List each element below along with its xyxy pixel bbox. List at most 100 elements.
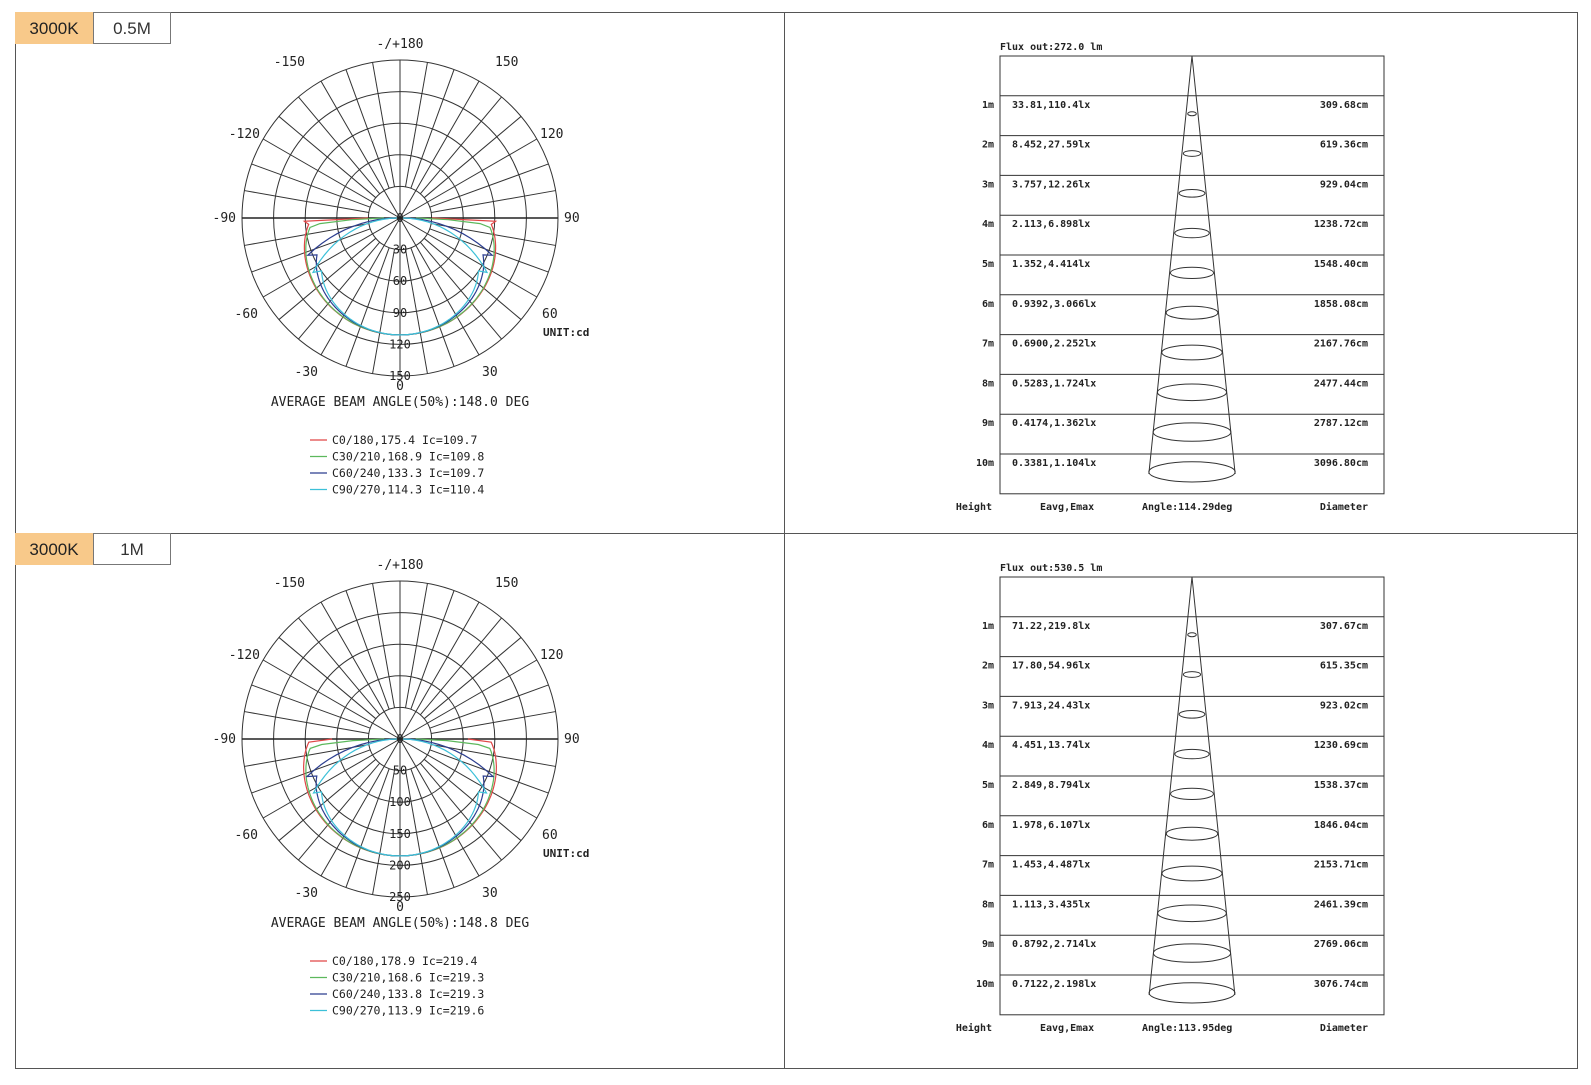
height-label: 2m [982,661,994,672]
angle-label: -150 [274,576,305,591]
cone-edge-left [1148,576,1193,995]
beam-angle-label: AVERAGE BEAM ANGLE(50%):148.0 DEG [271,395,529,410]
illuminance-ellipse [1182,150,1202,157]
grid-spoke [262,217,401,298]
height-label: 7m [982,339,994,350]
grid-spoke [298,96,381,195]
diameter-value: 1548.40cm [1314,259,1368,270]
height-label: 4m [982,740,994,751]
grid-spoke [345,69,390,189]
cone-edge-right [1191,576,1236,995]
series-curve-C90-270 [312,738,488,857]
height-label: 5m [982,259,994,270]
angle-label: 120 [540,127,563,142]
grid-spoke [244,190,369,214]
grid-spoke [431,711,556,735]
angle-label: 90 [564,732,580,747]
grid-spoke [423,237,522,320]
eavg-emax-value: 71.22,219.8lx [1012,621,1090,632]
unit-label: UNIT:cd [543,847,589,860]
radial-tick-label: 150 [389,369,411,383]
grid-spoke [345,590,390,710]
eavg-emax-value: 0.8792,2.714lx [1012,939,1096,950]
illuminance-ellipse [1156,383,1228,402]
footer-angle: Angle:113.95deg [1142,1023,1232,1034]
polar-candela-chart: -/+180 150 -150 120 -120 90 -90 60 -60 30 -30 0 0 30 6… [213,37,590,497]
angle-label: 30 [482,365,498,380]
legend-entry: C90/270,114.3 Ic=110.4 [332,483,484,497]
illuminance-ellipse [1157,904,1227,923]
polar-candela-chart: -/+180 150 -150 120 -120 90 -90 60 -60 30 -30 0 0 50 1… [213,558,590,1018]
height-label: 3m [982,179,994,190]
polar-grid [241,580,559,898]
legend-entry: C0/180,175.4 Ic=109.7 [332,433,477,447]
angle-label: 150 [495,576,518,591]
angle-label: -60 [235,828,258,843]
grid-spoke [404,583,428,708]
eavg-emax-value: 33.81,110.4lx [1012,100,1090,111]
height-label: 1m [982,100,994,111]
height-label: 7m [982,860,994,871]
grid-spoke [244,743,369,767]
illuminance-ellipse [1178,189,1206,198]
height-label: 4m [982,219,994,230]
grid-spoke [419,241,502,340]
footer-height: Height [956,1022,992,1034]
grid-spoke [278,637,377,720]
height-label: 9m [982,418,994,429]
illuminance-ellipse [1187,111,1197,117]
angle-label: -/+180 [377,37,424,52]
grid-spoke [399,738,480,877]
grid-spoke [429,749,549,794]
angle-label: -/+180 [377,558,424,573]
diameter-value: 1846.04cm [1314,820,1368,831]
radial-center-label: 0 [396,211,403,225]
height-label: 8m [982,378,994,389]
grid-spoke [320,80,401,219]
height-label: 3m [982,700,994,711]
series-curve-C90-270 [311,217,489,336]
grid-spoke [404,770,428,895]
grid-spoke [251,684,371,729]
column-divider [784,12,785,1069]
eavg-emax-value: 1.978,6.107lx [1012,820,1090,831]
angle-label: -30 [295,365,318,380]
grid-spoke [429,228,549,273]
grid-spoke [251,228,371,273]
polar-grid [241,59,559,377]
flux-label: Flux out:272.0 lm [1000,42,1102,53]
grid-spoke [404,249,428,374]
grid-spoke [399,601,480,740]
angle-label: -90 [213,732,236,747]
grid-spoke [410,69,455,189]
angle-label: -90 [213,211,236,226]
diameter-value: 2153.71cm [1314,860,1368,871]
grid-spoke [244,222,369,246]
diameter-value: 309.68cm [1320,100,1368,111]
grid-spoke [262,659,401,740]
angle-label: -30 [295,886,318,901]
illuminance-ellipse [1165,826,1219,841]
radial-tick-label: 100 [389,795,411,809]
angle-label: -60 [235,307,258,322]
grid-spoke [399,80,480,219]
illuminance-cone-chart: Flux out:272.0 lm 1m 33.81,110.4lx 309.68cm… [956,42,1385,513]
cone-edge-right [1191,55,1236,474]
grid-spoke [399,217,480,356]
diameter-value: 3096.80cm [1314,458,1368,469]
illuminance-ellipse [1165,305,1219,320]
illuminance-ellipse [1187,632,1197,638]
grid-spoke [399,659,538,740]
grid-spoke [320,601,401,740]
eavg-emax-value: 3.757,12.26lx [1012,179,1090,190]
cone-edge-left [1148,55,1193,474]
footer-angle: Angle:114.29deg [1142,502,1232,513]
row-divider [15,533,1578,534]
height-label: 6m [982,820,994,831]
footer-height: Height [956,501,992,513]
illuminance-ellipse [1182,671,1202,678]
eavg-emax-value: 0.4174,1.362lx [1012,418,1096,429]
unit-label: UNIT:cd [543,326,589,339]
grid-spoke [278,237,377,320]
legend-entry: C30/210,168.6 Ic=219.3 [332,971,484,985]
